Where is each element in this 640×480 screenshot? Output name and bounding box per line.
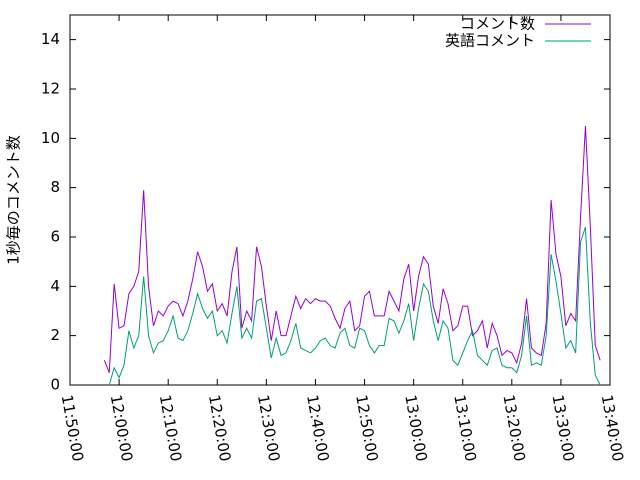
x-tick-label: 13:00:00 [401, 393, 430, 462]
legend-label: 英語コメント [445, 32, 535, 50]
x-tick-label: 12:30:00 [254, 393, 283, 462]
x-tick-label: 13:10:00 [450, 393, 479, 462]
series-line [103, 125, 601, 373]
y-tick-label: 10 [41, 129, 60, 147]
x-tick-label: 13:20:00 [499, 393, 528, 462]
y-tick-label: 2 [50, 326, 60, 344]
y-tick-label: 0 [50, 376, 60, 394]
y-axis-label: 1秒毎のコメント数 [5, 135, 23, 265]
x-tick-label: 12:50:00 [352, 393, 381, 462]
x-tick-label: 12:20:00 [205, 393, 234, 462]
x-tick-label: 13:30:00 [549, 393, 578, 462]
x-tick-label: 11:50:00 [58, 393, 87, 462]
x-tick-label: 12:40:00 [303, 393, 332, 462]
y-tick-label: 4 [50, 277, 60, 295]
series-line [108, 226, 601, 386]
y-tick-label: 12 [41, 80, 60, 98]
x-tick-label: 13:40:00 [598, 393, 627, 462]
y-tick-label: 14 [41, 30, 60, 48]
legend-label: コメント数 [460, 15, 535, 33]
plot-frame [69, 14, 611, 386]
y-tick-label: 6 [50, 228, 60, 246]
x-tick-label: 12:00:00 [107, 393, 136, 462]
x-tick-label: 12:10:00 [156, 393, 185, 462]
y-tick-label: 8 [50, 178, 60, 196]
